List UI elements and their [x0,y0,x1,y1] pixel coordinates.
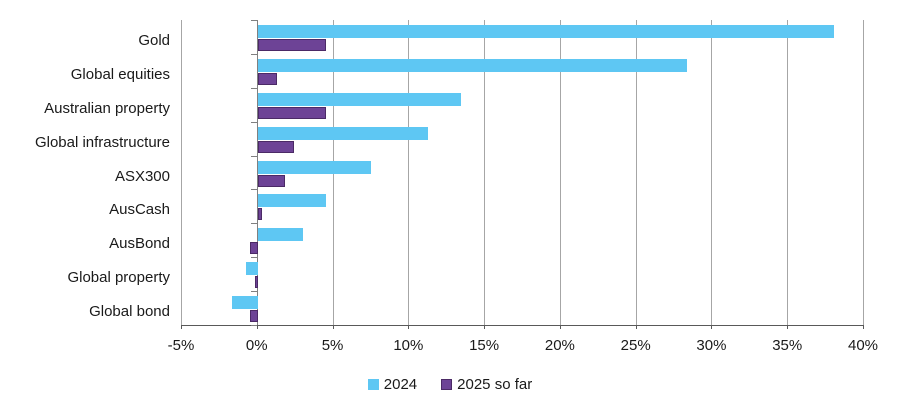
x-axis-tick-label: 40% [847,337,879,354]
x-axis-tick-label: 25% [620,337,651,354]
x-tick-mark-20% [559,325,561,329]
x-axis-tick-label: 20% [544,337,575,354]
x-tick-mark-30% [711,325,713,329]
category-label: Australian property [44,99,170,117]
category-tick-mark [250,325,257,326]
x-axis-tick-label: 15% [469,337,500,354]
bar-2024 [257,228,304,242]
chart-legend: 2024 2025 so far [0,376,900,393]
x-tick-mark-10% [408,325,410,329]
category-tick-mark [250,189,257,190]
x-tick-mark-40% [863,325,864,329]
bar-2024 [232,296,258,310]
x-tick-mark--5% [181,325,182,329]
gridline-30% [711,20,713,325]
gridline-15% [484,20,486,325]
category-tick-mark [250,291,257,292]
x-axis-tick-label: 30% [696,337,727,354]
bar-2024 [257,92,461,106]
bar-2025-so-far [257,208,263,221]
bar-2024 [257,160,372,174]
category-tick-mark [250,122,257,123]
category-tick-mark [250,88,257,89]
bar-2025-so-far [257,140,295,153]
category-label: ASX300 [114,167,170,185]
category-label: Global bond [89,303,170,321]
bar-2025-so-far [250,310,258,323]
legend-swatch-2024 [367,379,379,390]
x-tick-mark-35% [787,325,789,329]
bar-2025-so-far [257,39,326,51]
category-label: Global infrastructure [34,133,170,151]
plot-area [181,20,864,329]
legend-item-2024: 2024 [367,376,418,393]
x-tick-mark-15% [484,325,486,329]
category-label: AusBond [109,235,170,253]
category-tick-mark [250,20,257,21]
bar-2025-so-far [250,242,258,255]
category-label: Global property [67,269,170,287]
bar-2024 [257,25,834,38]
gridline-40% [863,20,864,325]
gridline-25% [635,20,637,325]
bar-2025-so-far [254,276,258,289]
category-label: Gold [138,32,170,49]
category-label: AusCash [109,201,170,219]
bar-2025-so-far [257,106,326,119]
legend-label-2025-so-far: 2025 so far [457,376,533,393]
x-axis-tick-label: 5% [321,337,344,354]
gridline-35% [787,20,789,325]
x-tick-mark-25% [635,325,637,329]
x-axis-tick-label: 0% [245,337,268,354]
category-tick-mark [250,223,257,224]
legend-swatch-2025-so-far [441,379,453,390]
category-label: Global equities [70,65,170,83]
bar-2024 [257,194,326,208]
bar-2024 [257,126,428,140]
x-tick-mark-0% [256,325,258,329]
category-tick-mark [250,54,257,55]
bar-2024 [245,262,258,276]
category-tick-mark [250,156,257,157]
bar-2025-so-far [257,72,278,85]
legend-item-2025-so-far: 2025 so far [441,376,532,393]
zero-axis-line [256,20,258,325]
legend-label-2024: 2024 [383,376,418,393]
x-axis-tick-label: -5% [167,337,195,354]
x-tick-mark-5% [332,325,334,329]
x-axis-tick-label: 10% [393,337,424,354]
x-axis-tick-label: 35% [772,337,803,354]
category-tick-mark [250,257,257,258]
bar-2024 [257,58,687,72]
gridline-20% [559,20,561,325]
bar-2025-so-far [257,174,286,187]
gridline-10% [408,20,410,325]
